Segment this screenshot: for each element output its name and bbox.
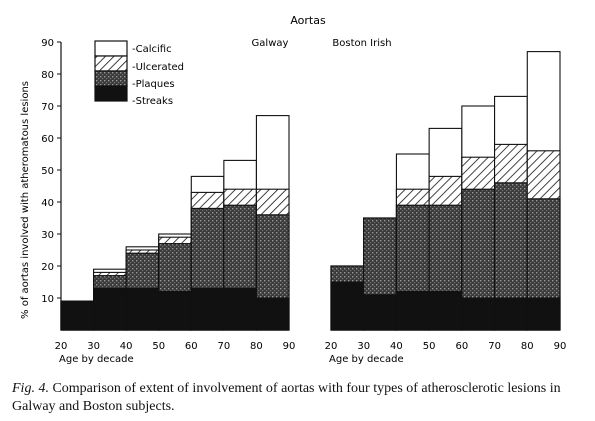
x-tick-label: 80	[521, 341, 534, 352]
bar-streaks	[395, 291, 430, 331]
legend-label-plaques: -Plaques	[132, 79, 175, 90]
bar-streaks	[526, 297, 561, 331]
panel-galway: Galway 20 30 40 50 60 70 80 90 Age by decade	[55, 38, 296, 365]
y-axis: 10 20 30 40 50 60 70 80 90	[41, 38, 62, 330]
x-tick-label: 30	[87, 341, 100, 352]
y-axis-label: % of aortas involved with atheromatous l…	[20, 81, 31, 319]
x-tick-label: 70	[488, 341, 501, 352]
chart-title: Aortas	[290, 14, 326, 27]
bar-streaks	[93, 287, 127, 331]
bar-streaks	[60, 300, 95, 331]
x-tick-label: 80	[250, 341, 263, 352]
bar-streaks	[461, 297, 496, 331]
x-tick-label: 50	[423, 341, 436, 352]
caption-label: Fig. 4.	[12, 381, 49, 396]
y-tick-label: 10	[41, 294, 54, 305]
y-tick-label: 60	[41, 134, 54, 145]
figure-caption: Fig. 4. Comparison of extent of involvem…	[12, 380, 587, 416]
y-tick-label: 90	[41, 38, 54, 49]
bar-streaks	[428, 291, 463, 331]
legend-swatch-ulcerated	[94, 55, 128, 72]
legend-label-calcific: -Calcific	[132, 44, 172, 55]
bar-streaks	[330, 281, 365, 331]
x-tick-label: 20	[325, 341, 338, 352]
y-tick-label: 70	[41, 102, 54, 113]
x-axis-label: Age by decade	[329, 354, 404, 365]
bar-streaks	[363, 294, 397, 331]
panel-boston-irish: Boston Irish 20 30 40 50 60 70 80 90 Age by decad…	[325, 38, 567, 365]
y-tick-label: 20	[41, 262, 54, 273]
x-tick-label: 90	[283, 341, 296, 352]
y-tick-label: 80	[41, 70, 54, 81]
x-tick-label: 70	[217, 341, 230, 352]
bar-streaks	[494, 297, 528, 331]
bar-streaks	[125, 287, 160, 331]
x-axis-label: Age by decade	[59, 354, 134, 365]
legend-swatch-streaks	[94, 85, 128, 102]
x-tick-label: 50	[152, 341, 165, 352]
legend-label-streaks: -Streaks	[132, 96, 173, 107]
x-tick-label: 40	[120, 341, 133, 352]
x-tick-label: 20	[55, 341, 68, 352]
bar-streaks	[158, 291, 192, 331]
bar-streaks	[223, 287, 257, 331]
legend-label-ulcerated: -Ulcerated	[132, 62, 184, 73]
bar-streaks	[190, 287, 225, 331]
panel-name: Galway	[252, 38, 289, 49]
bar-streaks	[255, 297, 290, 331]
y-tick-label: 50	[41, 166, 54, 177]
legend-swatch-calcific	[94, 40, 128, 57]
x-tick-label: 30	[357, 341, 370, 352]
x-tick-label: 90	[554, 341, 567, 352]
caption-text: Comparison of extent of involvement of a…	[12, 381, 561, 414]
panel-name: Boston Irish	[332, 38, 391, 49]
legend-swatch-plaques	[94, 70, 128, 87]
y-tick-label: 30	[41, 230, 54, 241]
x-tick-label: 60	[185, 341, 198, 352]
x-tick-label: 40	[390, 341, 403, 352]
x-tick-label: 60	[455, 341, 468, 352]
y-tick-label: 40	[41, 198, 54, 209]
legend: -Calcific -Ulcerated -Plaques -Streaks	[94, 40, 184, 107]
